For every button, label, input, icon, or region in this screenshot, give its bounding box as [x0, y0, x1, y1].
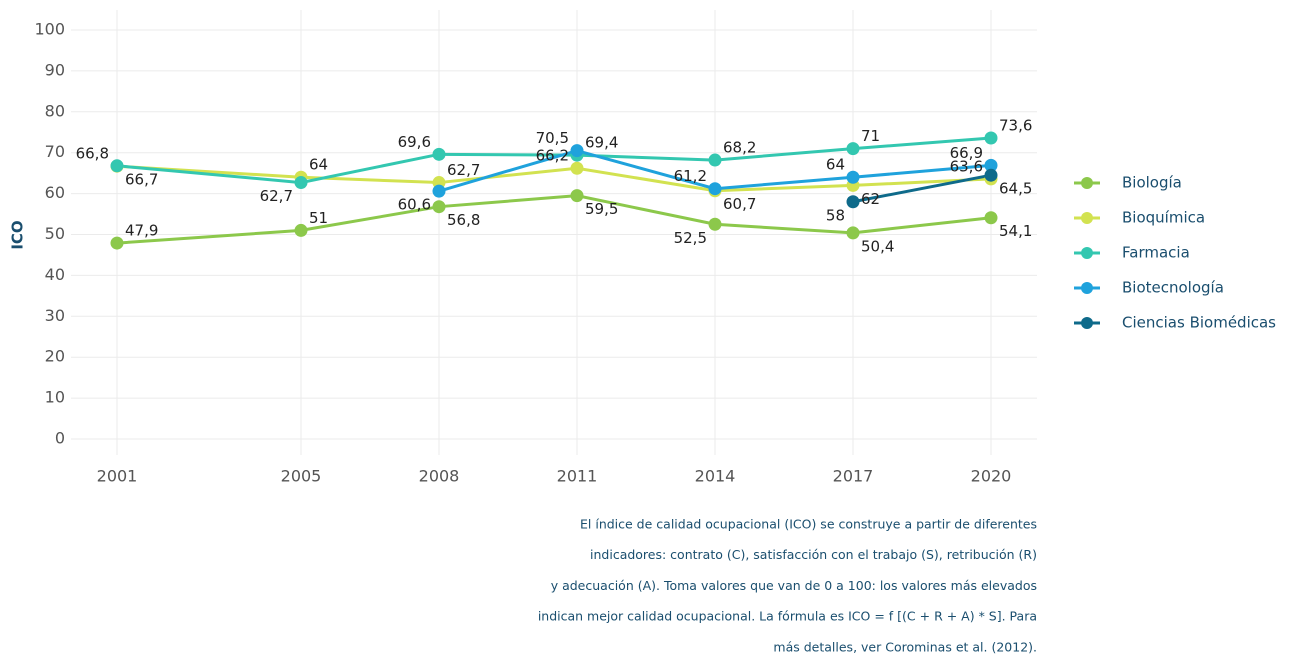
data-label: 64,5: [999, 180, 1032, 198]
data-point: [984, 211, 998, 225]
data-point: [294, 176, 308, 190]
data-label: 62,7: [260, 187, 293, 205]
y-tick-label: 50: [45, 224, 65, 243]
data-point: [984, 168, 998, 182]
data-label: 69,4: [585, 134, 618, 152]
y-tick-label: 80: [45, 101, 65, 120]
data-label: 61,2: [674, 167, 707, 185]
legend-swatch: [1081, 282, 1093, 294]
note-line: indicadores: contrato (C), satisfacción …: [590, 547, 1037, 562]
legend-swatch: [1081, 317, 1093, 329]
data-label: 56,8: [447, 211, 480, 229]
x-tick-label: 2014: [695, 467, 736, 486]
series-line: [116, 194, 992, 245]
legend-label: Farmacia: [1122, 244, 1190, 262]
data-label: 50,4: [861, 237, 894, 255]
data-label: 47,9: [125, 222, 158, 240]
data-label: 63,6: [950, 157, 983, 175]
data-label: 64: [826, 156, 845, 174]
data-point: [846, 195, 860, 209]
data-point: [984, 131, 998, 145]
data-label: 54,1: [999, 222, 1032, 240]
note-line: y adecuación (A). Toma valores que van d…: [551, 578, 1037, 593]
data-point: [708, 182, 722, 196]
y-tick-label: 60: [45, 183, 65, 202]
data-label: 68,2: [723, 139, 756, 157]
data-point: [110, 159, 124, 173]
data-label: 66,8: [76, 144, 109, 162]
y-tick-label: 10: [45, 388, 65, 407]
x-tick-label: 2017: [833, 467, 874, 486]
x-tick-label: 2011: [557, 467, 598, 486]
data-label: 52,5: [674, 229, 707, 247]
data-label: 60,6: [398, 196, 431, 214]
x-tick-label: 2008: [419, 467, 460, 486]
y-tick-label: 30: [45, 306, 65, 325]
data-point: [110, 236, 124, 250]
data-point: [294, 223, 308, 237]
y-tick-label: 40: [45, 265, 65, 284]
legend-label: Ciencias Biomédicas: [1122, 314, 1276, 332]
x-tick-label: 2001: [97, 467, 138, 486]
data-label: 62,7: [447, 161, 480, 179]
data-label: 64: [309, 156, 328, 174]
data-label: 51: [309, 209, 328, 227]
data-point: [846, 170, 860, 184]
note-line: indican mejor calidad ocupacional. La fó…: [538, 609, 1037, 624]
data-label: 62: [861, 190, 880, 208]
data-point: [570, 144, 584, 158]
note-line: El índice de calidad ocupacional (ICO) s…: [580, 517, 1037, 532]
data-label: 60,7: [723, 195, 756, 213]
legend-label: Bioquímica: [1122, 209, 1205, 227]
data-label: 71: [861, 127, 880, 145]
data-label: 66,9: [950, 144, 983, 162]
data-point: [570, 189, 584, 203]
y-tick-label: 100: [34, 20, 65, 39]
data-label: 66,2: [536, 147, 569, 165]
legend-label: Biología: [1122, 174, 1182, 192]
data-label: 70,5: [536, 129, 569, 147]
legend-label: Biotecnología: [1122, 279, 1224, 297]
x-tick-label: 2020: [971, 467, 1012, 486]
data-point: [432, 200, 446, 214]
data-label: 73,6: [999, 116, 1032, 134]
y-axis-label: ICO: [9, 220, 27, 249]
data-point: [570, 161, 584, 175]
data-point: [432, 184, 446, 198]
data-label: 58: [826, 206, 845, 224]
note-line: más detalles, ver Corominas et al. (2012…: [773, 639, 1037, 654]
data-point: [432, 147, 446, 161]
data-point: [708, 153, 722, 167]
y-tick-label: 0: [55, 429, 65, 448]
legend-swatch: [1081, 212, 1093, 224]
y-tick-label: 90: [45, 60, 65, 79]
legend-swatch: [1081, 247, 1093, 259]
y-tick-label: 20: [45, 347, 65, 366]
data-point: [846, 142, 860, 156]
data-point: [708, 217, 722, 231]
x-tick-label: 2005: [281, 467, 322, 486]
data-point: [846, 226, 860, 240]
legend-swatch: [1081, 177, 1093, 189]
series-line: [852, 173, 992, 204]
data-label: 69,6: [398, 133, 431, 151]
data-point: [984, 158, 998, 172]
y-tick-label: 70: [45, 142, 65, 161]
data-label: 59,5: [585, 200, 618, 218]
data-label: 66,7: [125, 171, 158, 189]
